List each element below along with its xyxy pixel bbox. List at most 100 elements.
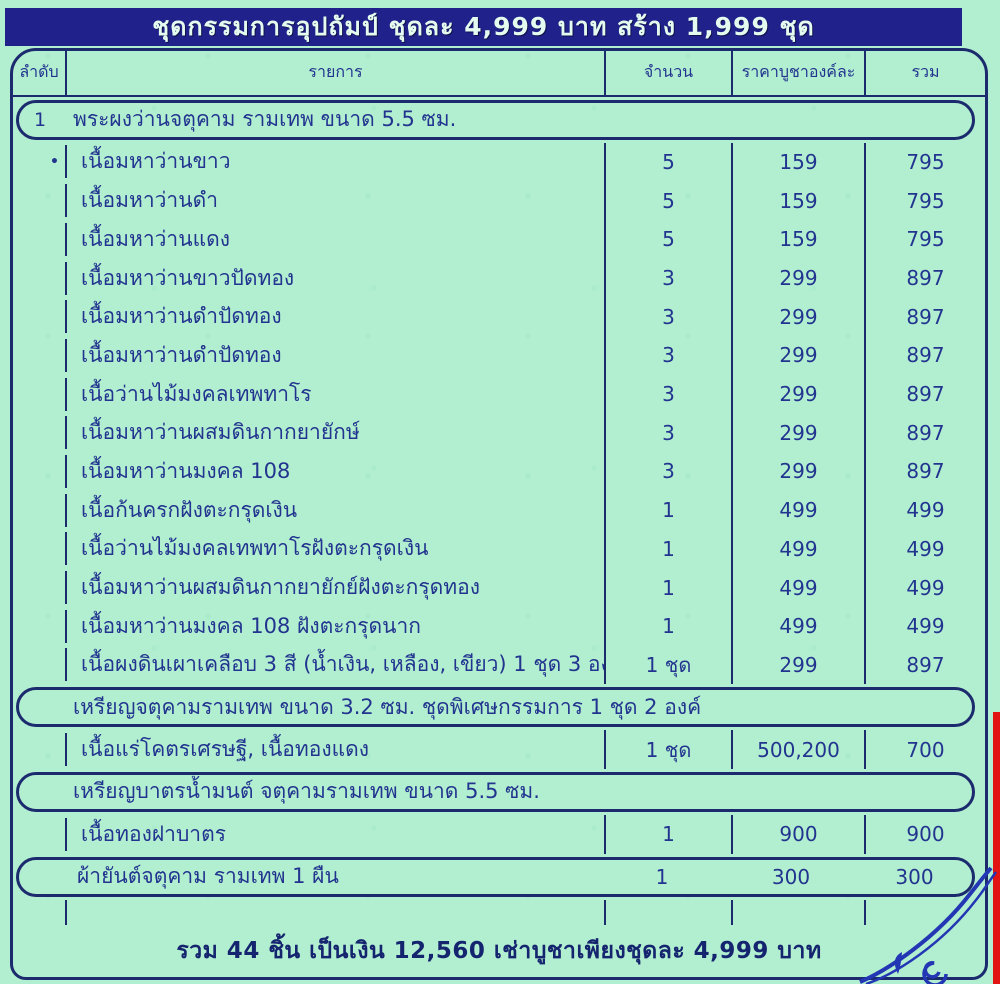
table-row: • เนื้อมหาว่านขาว 5 159 795 <box>13 142 985 182</box>
item-price: 499 <box>731 606 864 646</box>
table-row: เนื้อทองฝาบาตร 1 900 900 <box>13 814 985 854</box>
item-total: 499 <box>864 568 985 607</box>
item-name: เนื้อแร่โคตรเศรษฐี, เนื้อทองแดง <box>65 733 604 767</box>
item-price: 159 <box>731 181 864 221</box>
section-pill-with-values: ผ้ายันต์จตุคาม รามเทพ 1 ผืน 1 300 300 <box>16 856 975 897</box>
item-qty: 5 <box>604 220 731 259</box>
table-row: เนื้อมหาว่านดำปัดทอง 3 299 897 <box>13 336 985 375</box>
section-pill: เหรียญบาตรน้ำมนต์ จตุคามรามเทพ ขนาด 5.5 … <box>16 771 975 812</box>
item-name: เนื้อมหาว่านดำปัดทอง <box>65 300 604 334</box>
item-price: 299 <box>731 374 864 414</box>
item-price: 299 <box>731 297 864 337</box>
item-total: 897 <box>864 452 985 491</box>
price-table: ลำดับ รายการ จำนวน ราคาบูชาองค์ละ รวม 1 … <box>10 48 988 980</box>
item-price: 299 <box>731 413 864 453</box>
item-total: 795 <box>864 181 985 221</box>
item-name: เนื้อมหาว่านขาว <box>65 145 604 179</box>
item-name: เนื้อมหาว่านขาวปัดทอง <box>65 261 604 295</box>
column-header-price: ราคาบูชาองค์ละ <box>731 51 864 95</box>
item-qty: 1 <box>655 864 669 889</box>
item-total: 897 <box>864 645 985 685</box>
section-title: พระผงว่านจตุคาม รามเทพ ขนาด 5.5 ซม. <box>73 107 457 132</box>
table-row: เนื้อว่านไม้มงคลเทพทาโร 3 299 897 <box>13 374 985 414</box>
table-row: เนื้อผงดินเผาเคลือบ 3 สี (น้ำเงิน, เหลือ… <box>13 645 985 685</box>
item-total: 795 <box>864 142 985 182</box>
title-banner-text: ชุดกรรมการอุปถัมป์ ชุดละ 4,999 บาท สร้าง… <box>152 12 815 41</box>
item-name: เนื้อก้นครกฝังตะกรุดเงิน <box>65 493 604 527</box>
item-qty: 5 <box>604 142 731 182</box>
item-price: 300 <box>771 864 811 889</box>
item-name: เนื้อทองฝาบาตร <box>65 817 604 851</box>
section-number: 1 <box>33 108 47 131</box>
item-qty: 1 <box>604 568 731 607</box>
table-row: เนื้อมหาว่านดำปัดทอง 3 299 897 <box>13 297 985 337</box>
item-total: 900 <box>864 814 985 854</box>
item-name: เนื้อมหาว่านดำปัดทอง <box>65 338 604 372</box>
pen-flourish-swirl <box>859 866 998 984</box>
table-row: เนื้อแร่โคตรเศรษฐี, เนื้อทองแดง 1 ชุด 50… <box>13 730 985 769</box>
item-qty: 5 <box>604 181 731 221</box>
column-header-no: ลำดับ <box>19 62 59 82</box>
summary-text: รวม 44 ชิ้น เป็นเงิน 12,560 เช่าบูชาเพีย… <box>176 938 822 965</box>
item-qty: 1 <box>604 814 731 854</box>
item-qty: 3 <box>604 452 731 491</box>
table-row: เนื้อมหาว่านแดง 5 159 795 <box>13 220 985 259</box>
item-price: 900 <box>731 814 864 854</box>
item-price: 159 <box>731 142 864 182</box>
red-edge-stripe <box>993 712 1000 984</box>
item-total: 499 <box>864 529 985 569</box>
item-total: 795 <box>864 220 985 259</box>
column-header-qty: จำนวน <box>604 51 731 95</box>
table-row: เนื้อมหาว่านขาวปัดทอง 3 299 897 <box>13 258 985 298</box>
item-qty: 3 <box>604 258 731 298</box>
item-name: เนื้อมหาว่านดำ <box>65 184 604 218</box>
item-qty: 3 <box>604 336 731 375</box>
item-price: 499 <box>731 490 864 530</box>
item-qty: 3 <box>604 413 731 453</box>
item-qty: 1 <box>604 606 731 646</box>
table-row: เนื้อมหาว่านดำ 5 159 795 <box>13 181 985 221</box>
item-qty: 3 <box>604 297 731 337</box>
item-qty: 1 <box>604 529 731 569</box>
section-title: เหรียญจตุคามรามเทพ ขนาด 3.2 ซม. ชุดพิเศษ… <box>73 694 702 719</box>
summary-line: รวม 44 ชิ้น เป็นเงิน 12,560 เช่าบูชาเพีย… <box>13 925 985 977</box>
table-row: เนื้อมหาว่านผสมดินกากยายักย์ฝังตะกรุดทอง… <box>13 568 985 607</box>
item-total: 499 <box>864 606 985 646</box>
item-total: 897 <box>864 258 985 298</box>
section-title: ผ้ายันต์จตุคาม รามเทพ 1 ผืน <box>77 864 339 889</box>
table-row: เนื้อว่านไม้มงคลเทพทาโรฝังตะกรุดเงิน 1 4… <box>13 529 985 569</box>
table-header-row: ลำดับ รายการ จำนวน ราคาบูชาองค์ละ รวม <box>13 51 985 97</box>
table-row: เนื้อก้นครกฝังตะกรุดเงิน 1 499 499 <box>13 490 985 530</box>
item-price: 159 <box>731 220 864 259</box>
table-row: เนื้อมหาว่านมงคล 108 ฝังตะกรุดนาก 1 499 … <box>13 606 985 646</box>
item-price: 499 <box>731 529 864 569</box>
item-name: เนื้อว่านไม้มงคลเทพทาโร <box>65 377 604 411</box>
item-name: เนื้อมหาว่านแดง <box>65 222 604 256</box>
item-total: 700 <box>864 730 985 769</box>
section-pill: เหรียญจตุคามรามเทพ ขนาด 3.2 ซม. ชุดพิเศษ… <box>16 687 975 728</box>
title-banner: ชุดกรรมการอุปถัมป์ ชุดละ 4,999 บาท สร้าง… <box>5 8 962 46</box>
item-qty: 1 ชุด <box>604 645 731 685</box>
table-row: เนื้อมหาว่านมงคล 108 3 299 897 <box>13 452 985 491</box>
item-total: 499 <box>864 490 985 530</box>
item-name: เนื้อมหาว่านมงคล 108 ฝังตะกรุดนาก <box>65 609 604 643</box>
column-line-stubs <box>13 899 985 926</box>
item-price: 299 <box>731 258 864 298</box>
item-total: 300 <box>895 864 934 889</box>
item-qty: 1 <box>604 490 731 530</box>
item-price: 500,200 <box>731 730 864 769</box>
item-total: 897 <box>864 336 985 375</box>
row-bullet: • <box>50 153 59 170</box>
item-name: เนื้อว่านไม้มงคลเทพทาโรฝังตะกรุดเงิน <box>65 532 604 566</box>
section-pill: 1 พระผงว่านจตุคาม รามเทพ ขนาด 5.5 ซม. <box>16 99 975 140</box>
item-total: 897 <box>864 297 985 337</box>
item-price: 299 <box>731 452 864 491</box>
item-name: เนื้อมหาว่านผสมดินกากยายักย์ฝังตะกรุดทอง <box>65 571 604 605</box>
table-row: เนื้อมหาว่านผสมดินกากยายักษ์ 3 299 897 <box>13 413 985 453</box>
item-total: 897 <box>864 413 985 453</box>
item-total: 897 <box>864 374 985 414</box>
item-qty: 3 <box>604 374 731 414</box>
item-price: 499 <box>731 568 864 607</box>
item-name: เนื้อมหาว่านมงคล 108 <box>65 454 604 488</box>
